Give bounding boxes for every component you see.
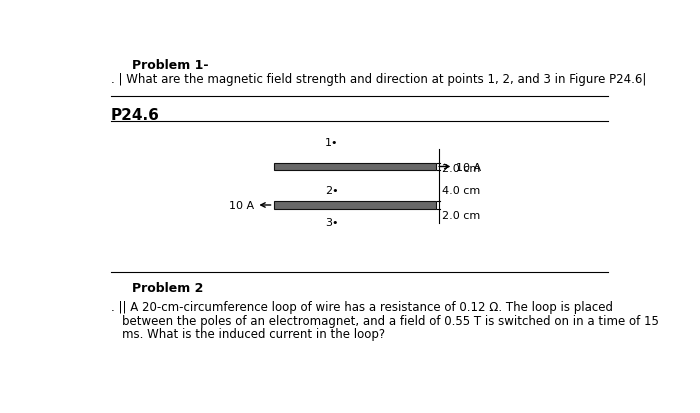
Text: Problem 2: Problem 2: [132, 282, 204, 294]
Bar: [274, 202, 436, 209]
Text: 3•: 3•: [325, 217, 338, 227]
Text: 1•: 1•: [325, 138, 338, 148]
Text: . | What are the magnetic field strength and direction at points 1, 2, and 3 in : . | What are the magnetic field strength…: [111, 73, 646, 85]
Text: between the poles of an electromagnet, and a field of 0.55 T is switched on in a: between the poles of an electromagnet, a…: [122, 314, 659, 327]
Text: 4.0 cm: 4.0 cm: [442, 185, 480, 195]
Text: 10 A: 10 A: [456, 162, 481, 173]
Text: 2.0 cm: 2.0 cm: [442, 164, 480, 174]
Text: Problem 1-: Problem 1-: [132, 59, 209, 72]
Bar: [274, 163, 436, 171]
Text: P24.6: P24.6: [111, 108, 160, 123]
Text: 10 A: 10 A: [230, 201, 255, 211]
Text: . || A 20-cm-circumference loop of wire has a resistance of 0.12 Ω. The loop is : . || A 20-cm-circumference loop of wire …: [111, 300, 612, 313]
Text: ms. What is the induced current in the loop?: ms. What is the induced current in the l…: [122, 328, 385, 341]
Text: 2•: 2•: [325, 185, 338, 195]
Text: 2.0 cm: 2.0 cm: [442, 210, 480, 220]
